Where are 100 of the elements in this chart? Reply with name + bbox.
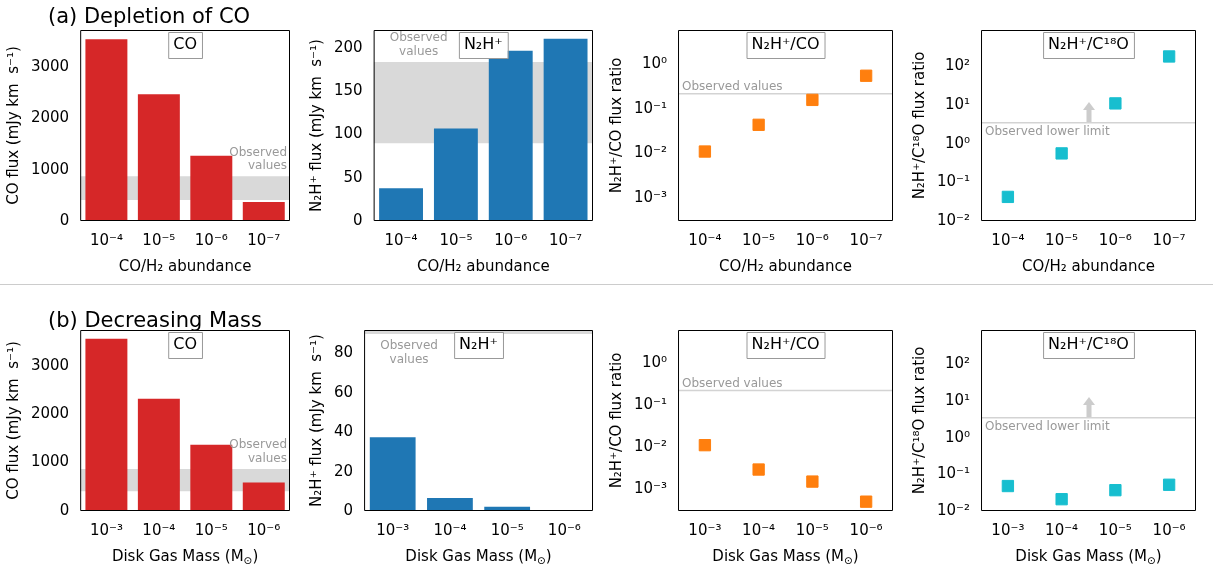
point: [1001, 190, 1015, 204]
bar: [543, 38, 588, 221]
y-axis-title: CO flux (mJy km s⁻¹): [3, 341, 22, 500]
bar: [427, 498, 473, 511]
ref-line-label: Observed values: [682, 78, 783, 93]
y-tick-label: 2000: [30, 404, 70, 423]
y-tick-label: 20: [333, 461, 354, 480]
x-tick-label: 10⁻³: [89, 520, 123, 539]
x-tick-label: 10⁻⁴: [742, 520, 776, 539]
point: [1109, 484, 1122, 497]
bar: [242, 202, 285, 221]
point: [1055, 493, 1068, 506]
x-tick-label: 10⁻⁴: [384, 230, 418, 249]
y-tick-label: 10⁰: [641, 352, 668, 371]
chart-title: N₂H⁺: [463, 34, 503, 54]
y-tick-label: 3000: [30, 355, 70, 374]
y-tick-label: 0: [59, 210, 70, 229]
y-tick-label: 3000: [30, 56, 70, 75]
band-label: Observed values: [389, 30, 448, 59]
chart-title: N₂H⁺/CO: [751, 334, 820, 354]
x-axis-title: CO/H₂ abundance: [118, 256, 252, 275]
x-tick-label: 10⁻⁵: [490, 520, 524, 539]
y-tick-label: 2000: [30, 108, 70, 127]
bar: [137, 398, 180, 511]
y-tick-label: 10⁻²: [936, 210, 971, 229]
chart-subtitle: (a) Depletion of CO: [48, 4, 251, 28]
y-tick-label: 10¹: [944, 94, 971, 113]
x-tick-label: 10⁻⁶: [795, 230, 829, 249]
x-axis-title: Disk Gas Mass (M⊙): [1015, 546, 1162, 567]
x-axis-title: Disk Gas Mass (M⊙): [111, 546, 259, 567]
y-tick-label: 1000: [30, 159, 70, 178]
x-tick-label: 10⁻³: [688, 520, 722, 539]
y-tick-label: 0: [343, 500, 354, 519]
x-axis-title: CO/H₂ abundance: [719, 256, 852, 275]
bar: [190, 155, 233, 221]
y-tick-label: 80: [333, 343, 354, 362]
y-axis-title: N₂H⁺ flux (mJy km s⁻¹): [306, 334, 325, 507]
y-tick-label: 10⁻²: [633, 143, 668, 162]
chart-title: CO: [173, 334, 197, 354]
y-tick-label: 10⁻¹: [633, 394, 668, 413]
bar: [369, 437, 416, 511]
bar: [488, 50, 533, 221]
bar: [242, 482, 285, 511]
chart-title: N₂H⁺/C¹⁸O: [1048, 34, 1129, 54]
point: [698, 439, 712, 452]
point: [1001, 479, 1015, 493]
chart-title: CO: [173, 34, 197, 54]
x-tick-label: 10⁻⁴: [89, 230, 123, 249]
y-tick-label: 10⁻¹: [936, 464, 971, 483]
x-tick-label: 10⁻⁵: [795, 520, 829, 539]
x-tick-label: 10⁻⁴: [688, 230, 722, 249]
x-tick-label: 10⁻⁵: [142, 230, 176, 249]
y-tick-label: 10¹: [944, 390, 971, 409]
y-tick-label: 100: [333, 124, 363, 143]
x-tick-label: 10⁻⁶: [494, 230, 528, 249]
x-tick-label: 10⁻⁷: [849, 230, 883, 249]
y-axis-title: N₂H⁺/CO flux ratio: [606, 352, 625, 489]
x-tick-label: 10⁻⁴: [991, 230, 1025, 249]
y-tick-label: 10⁰: [944, 133, 971, 152]
x-tick-label: 10⁻⁶: [849, 520, 883, 539]
y-tick-label: 60: [333, 382, 354, 401]
point: [752, 118, 765, 131]
x-tick-label: 10⁻⁶: [1152, 520, 1186, 539]
point: [1162, 50, 1176, 63]
x-tick-label: 10⁻⁵: [1045, 230, 1079, 249]
ref-line-label: Observed values: [682, 375, 783, 390]
y-tick-label: 10⁻¹: [633, 98, 668, 117]
band-label: Observed values: [380, 338, 438, 366]
y-tick-label: 10⁻²: [633, 436, 668, 455]
y-tick-label: 50: [343, 167, 363, 186]
x-tick-label: 10⁻⁷: [549, 230, 583, 249]
chart-title: N₂H⁺/C¹⁸O: [1048, 334, 1129, 354]
x-tick-label: 10⁻³: [991, 520, 1025, 539]
chart-title: N₂H⁺: [459, 334, 498, 354]
y-tick-label: 1000: [30, 452, 70, 471]
x-tick-label: 10⁻⁵: [1098, 520, 1132, 539]
bar: [85, 39, 128, 221]
point: [1109, 97, 1122, 110]
bar: [433, 128, 478, 221]
point: [806, 93, 819, 107]
x-tick-label: 10⁻⁶: [194, 230, 228, 249]
point: [806, 475, 819, 488]
y-tick-label: 10⁻¹: [936, 172, 971, 191]
x-tick-label: 10⁻⁴: [433, 520, 467, 539]
ref-line-label: Observed lower limit: [985, 418, 1110, 433]
chart-subtitle: (b) Decreasing Mass: [48, 308, 262, 332]
point: [859, 495, 873, 508]
x-axis-title: Disk Gas Mass (M⊙): [405, 546, 552, 567]
x-tick-label: 10⁻³: [376, 520, 410, 539]
bar: [137, 94, 180, 221]
x-axis-title: CO/H₂ abundance: [416, 256, 550, 275]
point: [859, 69, 873, 82]
y-axis-title: N₂H⁺/CO flux ratio: [606, 57, 625, 194]
y-tick-label: 150: [333, 81, 363, 100]
y-axis-title: N₂H⁺ flux (mJy km s⁻¹): [306, 39, 325, 212]
x-tick-label: 10⁻⁶: [247, 520, 281, 539]
y-tick-label: 10²: [944, 56, 971, 75]
x-axis-title: Disk Gas Mass (M⊙): [712, 546, 859, 567]
y-tick-label: 10⁰: [641, 54, 668, 73]
bar: [379, 188, 423, 221]
